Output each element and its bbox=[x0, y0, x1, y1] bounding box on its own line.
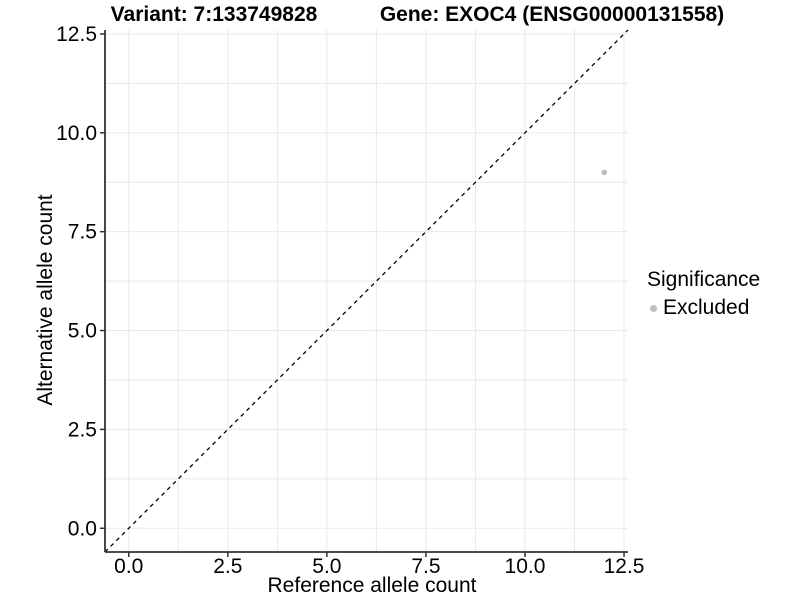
legend-item-excluded: Excluded bbox=[647, 296, 760, 320]
x-tick-label: 7.5 bbox=[411, 555, 440, 578]
legend-item-label: Excluded bbox=[663, 296, 750, 319]
x-tick-label: 5.0 bbox=[312, 555, 341, 578]
data-point bbox=[601, 169, 608, 176]
x-tick-label: 0.0 bbox=[114, 555, 143, 578]
y-axis-title: Alternative allele count bbox=[34, 194, 57, 406]
y-tick-label: 2.5 bbox=[68, 418, 97, 441]
legend-point-icon bbox=[650, 304, 657, 312]
y-tick-label: 0.0 bbox=[68, 517, 97, 540]
y-tick-label: 5.0 bbox=[68, 320, 97, 343]
y-tick-label: 12.5 bbox=[56, 23, 97, 46]
x-tick-label: 12.5 bbox=[604, 555, 645, 578]
plot-title-gene: Gene: EXOC4 (ENSG00000131558) bbox=[379, 3, 725, 26]
legend: Significance Excluded bbox=[647, 268, 760, 320]
x-tick-label: 2.5 bbox=[213, 555, 242, 578]
y-tick-label: 7.5 bbox=[68, 221, 97, 244]
y-tick-label: 10.0 bbox=[56, 122, 97, 145]
identity-line bbox=[104, 29, 629, 553]
legend-title: Significance bbox=[647, 268, 761, 291]
x-tick-label: 10.0 bbox=[505, 555, 546, 578]
plot-title-variant: Variant: 7:133749828 bbox=[110, 3, 318, 26]
x-axis-title: Reference allele count bbox=[267, 574, 477, 597]
